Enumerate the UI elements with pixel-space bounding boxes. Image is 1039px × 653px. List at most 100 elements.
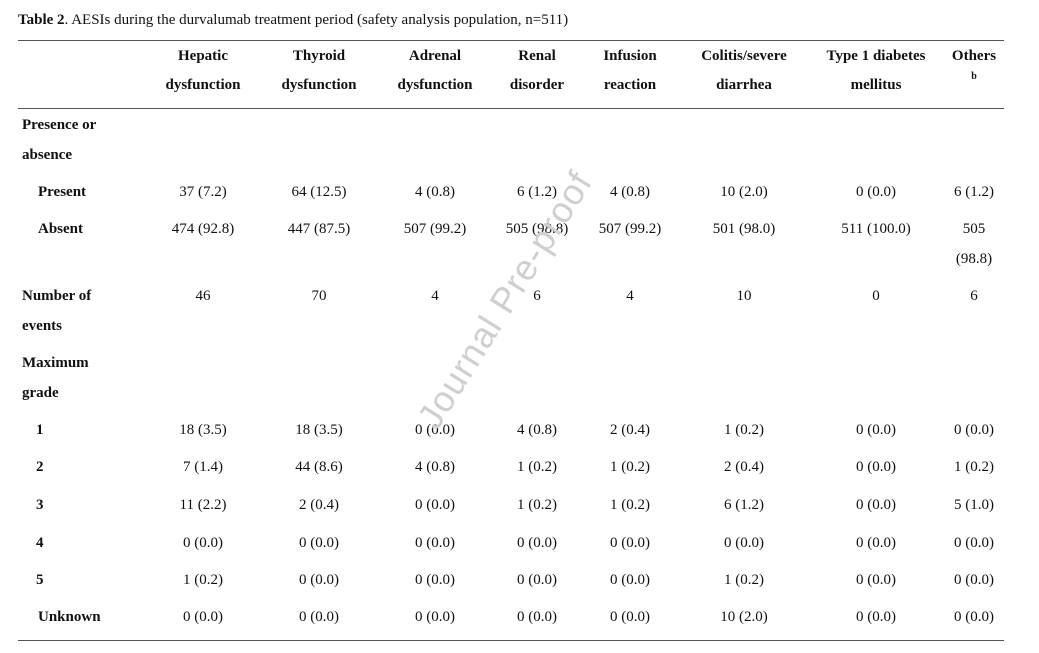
row-label: 5 — [36, 565, 156, 595]
table-cell: 0 (0.0) — [415, 497, 455, 513]
table-cell: 37 (7.2) — [179, 184, 227, 200]
table-cell: 11 (2.2) — [179, 497, 227, 513]
row-label: Presence or absence — [22, 110, 142, 170]
column-header-line2: reaction — [603, 77, 657, 93]
row-label: 2 — [36, 452, 156, 482]
column-header: Thyroid dysfunction — [256, 42, 382, 100]
table-cell: 2 (0.4) — [299, 497, 339, 513]
column-header-line2: diarrhea — [716, 77, 772, 93]
table-cell: 6 — [533, 288, 541, 304]
table-cell: 4 (0.8) — [610, 184, 650, 200]
table-cell: 10 (2.0) — [720, 609, 768, 625]
table-cell: 4 (0.8) — [517, 422, 557, 438]
column-header-line1: Colitis/severe — [701, 48, 787, 64]
table-cell: 0 (0.0) — [856, 184, 896, 200]
table-cell: 0 (0.0) — [856, 535, 896, 551]
row-label: Present — [38, 177, 158, 207]
table-header-rule — [18, 108, 1004, 109]
table-cell: 5 (1.0) — [954, 497, 994, 513]
table-cell: 46 — [195, 288, 211, 304]
column-header-line2: dysfunction — [281, 77, 357, 93]
column-header: Others b — [939, 42, 1009, 83]
row-label-line: 5 — [36, 572, 44, 588]
column-header-line2: dysfunction — [397, 77, 473, 93]
row-label-line: Maximum — [22, 355, 89, 371]
table-cell: 507 (99.2) — [403, 221, 467, 237]
column-header-line1: Thyroid — [292, 48, 346, 64]
table-cell: 0 (0.0) — [856, 497, 896, 513]
table-cell: 70 — [311, 288, 327, 304]
table-cell: 6 (1.2) — [954, 184, 994, 200]
table-top-rule — [18, 40, 1004, 41]
table-cell: 7 (1.4) — [183, 459, 223, 475]
table-cell: 501 (98.0) — [712, 221, 776, 237]
table-cell: 1 (0.2) — [517, 459, 557, 475]
row-label-line: absence — [22, 147, 72, 163]
table-cell: 474 (92.8) — [171, 221, 235, 237]
table-cell: 0 (0.0) — [299, 535, 339, 551]
table-cell: 0 (0.0) — [856, 572, 896, 588]
row-label-line: Present — [38, 184, 87, 200]
column-header: Type 1 diabetes mellitus — [805, 42, 947, 100]
table-cell: 4 — [626, 288, 634, 304]
table-cell: 1 (0.2) — [724, 572, 764, 588]
row-label-line: grade — [22, 385, 59, 401]
table-cell: 0 (0.0) — [415, 535, 455, 551]
table-cell: 447 (87.5) — [287, 221, 351, 237]
table-cell: 505 (98.8) — [505, 221, 569, 237]
column-header: Hepatic dysfunction — [140, 42, 266, 100]
table-cell: 0 (0.0) — [415, 609, 455, 625]
column-header: Renal disorder — [488, 42, 586, 100]
table-caption-label: Table 2 — [18, 12, 65, 28]
row-label-line: 4 — [36, 535, 44, 551]
row-label-line: Unknown — [38, 609, 101, 625]
column-header-line1: Adrenal — [408, 48, 462, 64]
row-label-line: 1 — [36, 422, 44, 438]
row-label: Maximum grade — [22, 348, 142, 408]
column-header-line1: Renal — [518, 48, 556, 64]
table-cell: 0 (0.0) — [517, 535, 557, 551]
table-cell: 6 — [970, 288, 978, 304]
table-cell: 0 (0.0) — [954, 422, 994, 438]
column-header-line1: Hepatic — [178, 48, 228, 64]
row-label: Absent — [38, 214, 158, 244]
row-label-line: 2 — [36, 459, 44, 475]
table-cell: 0 (0.0) — [724, 535, 764, 551]
table-cell: 1 (0.2) — [610, 459, 650, 475]
table-cell: 18 (3.5) — [179, 422, 227, 438]
column-header: Colitis/severe diarrhea — [673, 42, 815, 100]
table-cell: 0 (0.0) — [856, 609, 896, 625]
row-label: 4 — [36, 528, 156, 558]
row-label-line: 3 — [36, 497, 44, 513]
table-cell: 1 (0.2) — [517, 497, 557, 513]
column-header: Adrenal dysfunction — [372, 42, 498, 100]
table-cell: 6 (1.2) — [724, 497, 764, 513]
table-bottom-rule — [18, 640, 1004, 641]
table-cell: 1 (0.2) — [183, 572, 223, 588]
row-label: Unknown — [38, 602, 158, 632]
table-cell: 4 (0.8) — [415, 459, 455, 475]
table-cell: 4 (0.8) — [415, 184, 455, 200]
table-cell: 2 (0.4) — [610, 422, 650, 438]
table-cell: 10 — [736, 288, 752, 304]
table-cell: 0 (0.0) — [517, 572, 557, 588]
table-cell: 6 (1.2) — [517, 184, 557, 200]
table-cell: 0 (0.0) — [610, 572, 650, 588]
table-cell: 511 (100.0) — [841, 221, 911, 237]
table-cell: 64 (12.5) — [291, 184, 347, 200]
column-header-line1: Type 1 diabetes — [826, 48, 926, 64]
column-header-line1: Others — [951, 48, 997, 64]
row-label-line: events — [22, 318, 62, 334]
footnote-marker: b — [971, 71, 977, 82]
table-cell: 1 (0.2) — [724, 422, 764, 438]
column-header-line1: Infusion — [603, 48, 657, 64]
table-cell: 1 (0.2) — [954, 459, 994, 475]
table-cell: 0 (0.0) — [183, 535, 223, 551]
row-label: Number of events — [22, 281, 142, 341]
row-label-line: Number of — [22, 288, 92, 304]
table-cell: 0 (0.0) — [610, 609, 650, 625]
table-cell: 0 (0.0) — [610, 535, 650, 551]
table-cell: 0 (0.0) — [299, 572, 339, 588]
row-label: 1 — [36, 415, 156, 445]
table-cell: 0 (0.0) — [183, 609, 223, 625]
